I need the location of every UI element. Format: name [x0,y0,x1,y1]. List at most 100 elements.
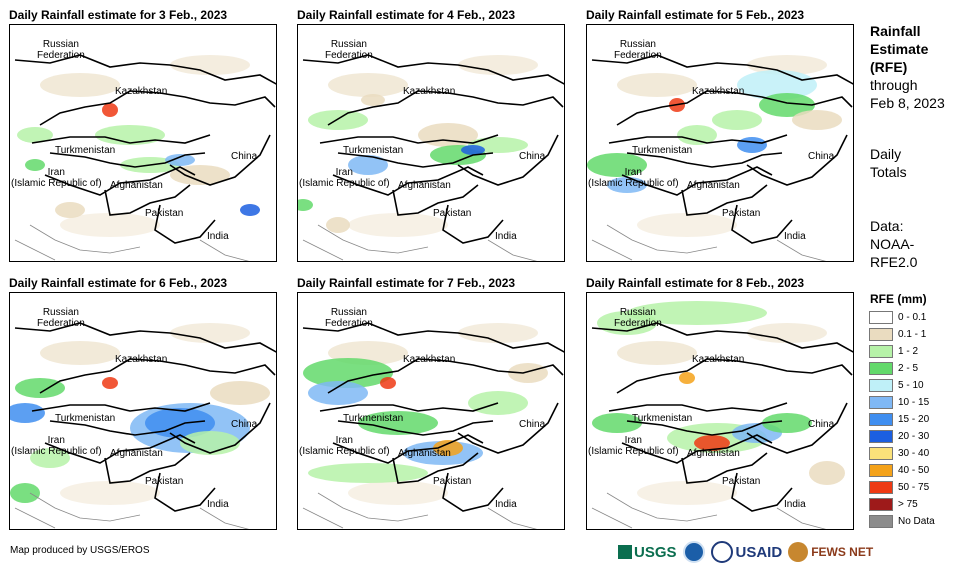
rain-patch [762,413,812,433]
label-russia: Russian Federation [37,39,85,61]
fewsnet-logo-text: FEWS NET [811,545,874,559]
country-border [442,204,504,244]
legend-swatch [869,412,893,426]
map-credit: Map produced by USGS/EROS [10,545,150,556]
rfe-title-line2: Estimate [870,41,929,57]
rain-patch [328,73,408,97]
country-border [199,239,250,261]
country-border [327,358,564,394]
country-border [31,402,211,412]
country-border [44,166,196,196]
legend-swatch [869,395,893,409]
rain-patch [461,145,485,155]
label-iran: Iran (Islamic Republic of) [11,435,102,457]
rain-patch [180,431,240,455]
label-iran: Iran (Islamic Republic of) [11,167,102,189]
country-border [14,507,56,529]
usgs-mark-icon [618,545,632,559]
label-kazakhstan: Kazakhstan [692,354,745,365]
legend-label: 20 - 30 [898,430,930,442]
rain-patch [240,204,260,216]
country-border [392,184,479,216]
label-turkmenistan: Turkmenistan [55,413,116,424]
rain-patch [348,155,388,175]
rain-patch [694,435,730,451]
logo-strip: USGS USAID FEWS NET [618,540,873,564]
panel-title-4: Daily Rainfall estimate for 6 Feb., 2023 [9,276,228,290]
country-border [14,322,276,353]
rain-patch [358,411,438,435]
label-china: China [808,419,835,430]
legend-swatch [869,463,893,477]
legend-label: 10 - 15 [898,396,930,408]
country-border [746,402,848,454]
legend-item: 30 - 40 [869,445,929,461]
country-border [332,434,484,464]
legend-item: 50 - 75 [869,479,929,495]
label-afghanistan: Afghanistan [687,448,740,459]
country-border [337,152,494,168]
panel-title-2: Daily Rainfall estimate for 4 Feb., 2023 [297,8,516,22]
map-panel-1 [9,24,277,262]
country-border [606,492,718,522]
rain-patch [303,358,393,388]
legend-label: 15 - 20 [898,413,930,425]
label-turkmenistan: Turkmenistan [632,413,693,424]
rain-patch [30,448,70,468]
country-border [606,224,718,254]
rain-patch [380,377,396,389]
country-border [608,134,788,144]
label-india: India [495,499,517,510]
rain-patch [40,73,120,97]
rain-patch [102,377,118,389]
legend-item: 15 - 20 [869,411,929,427]
rain-patch [617,73,697,97]
rain-patch [458,323,538,343]
country-border [626,152,783,168]
rain-patch [95,125,165,145]
country-border [14,239,56,261]
country-border [457,402,559,454]
country-border [154,204,216,244]
country-border [457,134,559,186]
legend-item: 1 - 2 [869,343,918,359]
country-border [487,507,538,529]
label-iran: Iran (Islamic Republic of) [588,167,679,189]
rain-patch [60,213,160,237]
legend-item: 20 - 30 [869,428,929,444]
rain-patch [348,213,448,237]
through-date: Feb 8, 2023 [870,95,945,111]
legend-item: 10 - 15 [869,394,929,410]
legend-label: 0.1 - 1 [898,328,927,340]
country-border [39,358,276,394]
rain-patch [17,127,53,143]
legend-item: > 75 [869,496,918,512]
rain-patch [40,341,120,365]
legend-label: 5 - 10 [898,379,924,391]
rain-patch [10,483,40,503]
rain-patch [679,372,695,384]
label-china: China [519,419,546,430]
country-border [327,90,564,126]
legend-label: 40 - 50 [898,464,930,476]
rain-patch [308,110,368,130]
label-china: China [519,151,546,162]
data-line1: Data: [870,218,904,234]
country-border [29,492,141,522]
legend-item: 0.1 - 1 [869,326,926,342]
country-border [302,239,344,261]
legend-label: > 75 [898,498,918,510]
label-afghanistan: Afghanistan [110,180,163,191]
country-border [317,492,429,522]
legend-swatch [869,378,893,392]
label-turkmenistan: Turkmenistan [343,145,404,156]
rain-patch [348,481,448,505]
country-border [302,54,564,85]
country-border [29,224,141,254]
label-russia: Russian Federation [614,307,662,329]
rfe-title-line1: Rainfall [870,23,921,39]
label-china: China [231,151,258,162]
rain-patch [210,381,270,405]
country-border [591,54,853,85]
fewsnet-seal-icon [788,542,809,562]
